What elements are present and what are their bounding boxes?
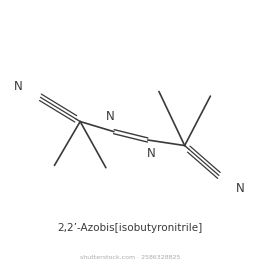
Text: N: N [106,110,115,123]
Text: N: N [147,147,156,160]
Text: N: N [236,182,245,195]
Text: N: N [14,80,22,93]
Text: shutterstock.com · 2586328825: shutterstock.com · 2586328825 [80,255,180,260]
Text: 2,2’-Azobis[isobutyronitrile]: 2,2’-Azobis[isobutyronitrile] [57,223,203,233]
